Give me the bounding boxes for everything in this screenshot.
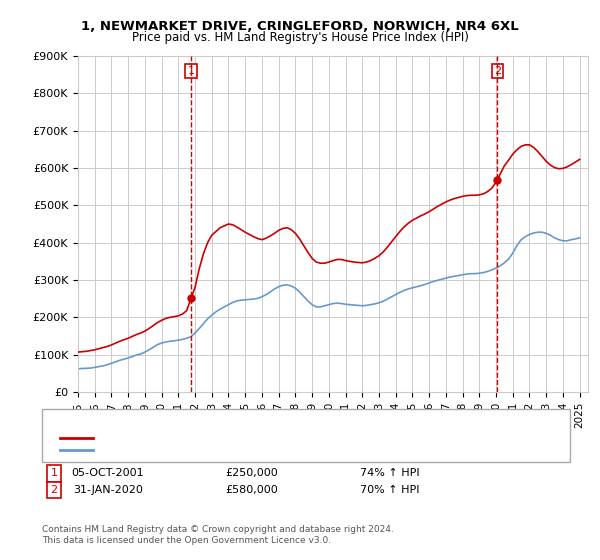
Text: 2: 2: [494, 66, 501, 76]
Text: Contains HM Land Registry data © Crown copyright and database right 2024.: Contains HM Land Registry data © Crown c…: [42, 525, 394, 534]
Text: Price paid vs. HM Land Registry's House Price Index (HPI): Price paid vs. HM Land Registry's House …: [131, 31, 469, 44]
Text: HPI: Average price, detached house, South Norfolk: HPI: Average price, detached house, Sout…: [99, 445, 363, 455]
Text: 1: 1: [50, 468, 58, 478]
Text: 05-OCT-2001: 05-OCT-2001: [71, 468, 145, 478]
Text: 1: 1: [188, 66, 194, 76]
Text: 1, NEWMARKET DRIVE, CRINGLEFORD, NORWICH, NR4 6XL: 1, NEWMARKET DRIVE, CRINGLEFORD, NORWICH…: [81, 20, 519, 32]
Text: £250,000: £250,000: [226, 468, 278, 478]
Text: 2: 2: [50, 485, 58, 495]
Text: 70% ↑ HPI: 70% ↑ HPI: [360, 485, 420, 495]
Text: 74% ↑ HPI: 74% ↑ HPI: [360, 468, 420, 478]
Text: 31-JAN-2020: 31-JAN-2020: [73, 485, 143, 495]
Text: This data is licensed under the Open Government Licence v3.0.: This data is licensed under the Open Gov…: [42, 536, 331, 545]
Text: £580,000: £580,000: [226, 485, 278, 495]
Text: 1, NEWMARKET DRIVE, CRINGLEFORD, NORWICH, NR4 6XL (detached house): 1, NEWMARKET DRIVE, CRINGLEFORD, NORWICH…: [99, 433, 499, 443]
